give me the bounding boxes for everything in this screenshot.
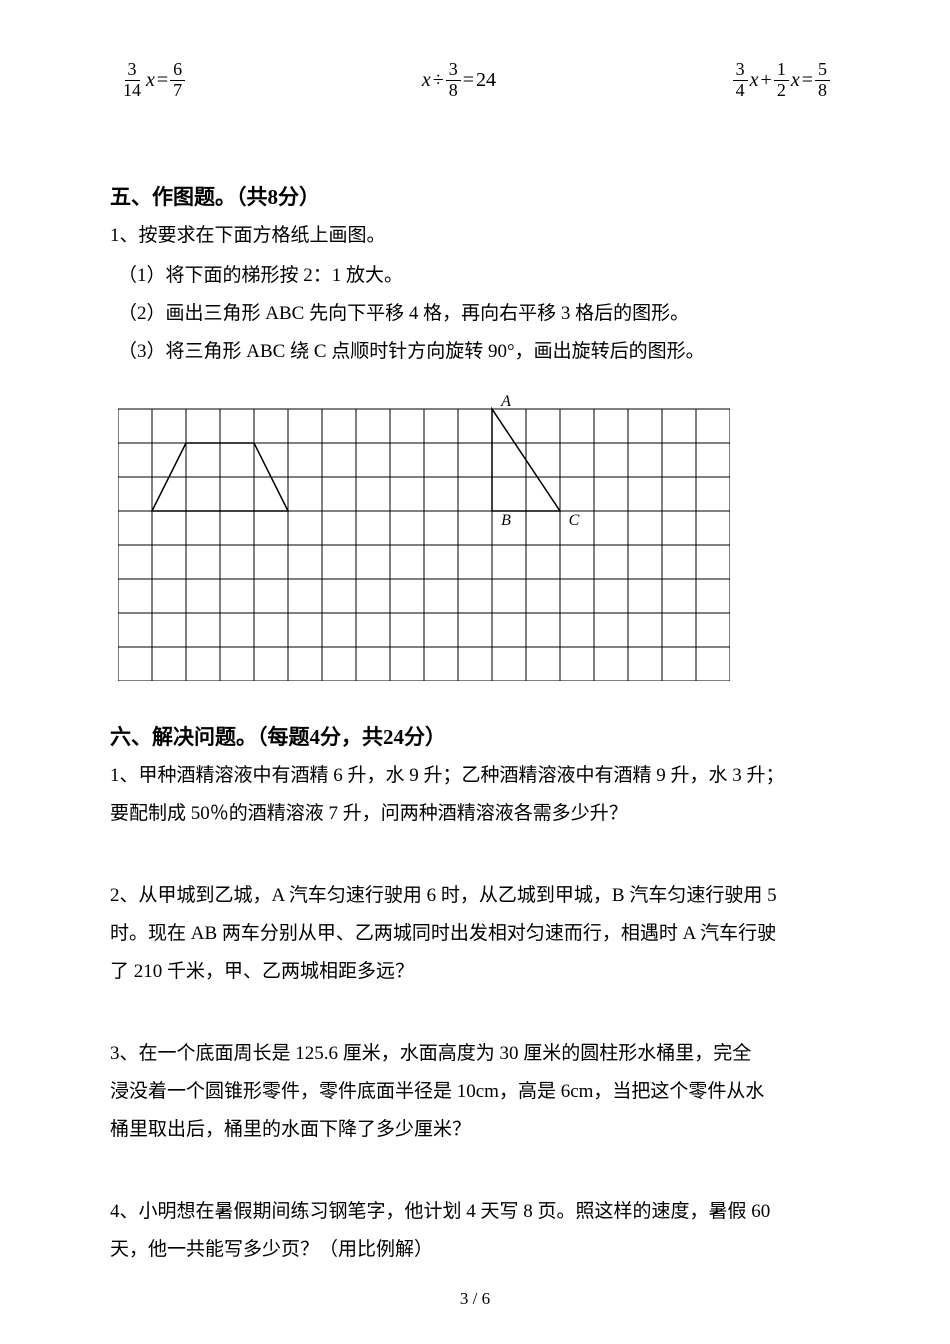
fraction: 3 8 xyxy=(446,60,461,101)
numerator: 3 xyxy=(733,60,748,81)
section6-heading: 六、解决问题。（每题4分，共24分） xyxy=(110,721,840,751)
variable: x xyxy=(146,69,155,92)
problem-text: 天，他一共能写多少页？（用比例解） xyxy=(110,1231,840,1269)
denominator: 8 xyxy=(815,81,830,101)
plus: + xyxy=(761,69,772,92)
grid-svg: A B C xyxy=(118,389,730,681)
section5-item3: （3）将三角形 ABC 绕 C 点顺时针方向旋转 90°，画出旋转后的图形。 xyxy=(110,333,840,371)
fraction: 6 7 xyxy=(170,60,185,101)
numerator: 6 xyxy=(170,60,185,81)
grid-container: A B C xyxy=(118,389,840,681)
denominator: 4 xyxy=(733,81,748,101)
divide: ÷ xyxy=(433,69,444,92)
svg-text:C: C xyxy=(569,512,580,529)
problem-text: 了 210 千米，甲、乙两城相距多远？ xyxy=(110,953,840,991)
equation-2: x ÷ 3 8 = 24 xyxy=(422,60,496,101)
equals: = xyxy=(802,69,813,92)
fraction: 5 8 xyxy=(815,60,830,101)
numerator: 5 xyxy=(815,60,830,81)
problem-text: 时。现在 AB 两车分别从甲、乙两城同时出发相对匀速而行，相遇时 A 汽车行驶 xyxy=(110,915,840,953)
equation-1: 3 14 x = 6 7 xyxy=(120,60,185,101)
problem-2: 2、从甲城到乙城，A 汽车匀速行驶用 6 时，从乙城到甲城，B 汽车匀速行驶用 … xyxy=(110,877,840,991)
variable: x xyxy=(791,69,800,92)
fraction: 3 14 xyxy=(120,60,144,101)
section5-item1: （1）将下面的梯形按 2：1 放大。 xyxy=(110,257,840,295)
problem-text: 4、小明想在暑假期间练习钢笔字，他计划 4 天写 8 页。照这样的速度，暑假 6… xyxy=(110,1193,840,1231)
numerator: 3 xyxy=(446,60,461,81)
denominator: 2 xyxy=(774,81,789,101)
denominator: 7 xyxy=(170,81,185,101)
problem-4: 4、小明想在暑假期间练习钢笔字，他计划 4 天写 8 页。照这样的速度，暑假 6… xyxy=(110,1193,840,1269)
fraction: 1 2 xyxy=(774,60,789,101)
page-number: 3 / 6 xyxy=(0,1289,950,1309)
problem-3: 3、在一个底面周长是 125.6 厘米，水面高度为 30 厘米的圆柱形水桶里，完… xyxy=(110,1035,840,1149)
variable: x xyxy=(750,69,759,92)
fraction: 3 4 xyxy=(733,60,748,101)
problem-text: 要配制成 50％的酒精溶液 7 升，问两种酒精溶液各需多少升？ xyxy=(110,795,840,833)
svg-text:B: B xyxy=(501,512,511,529)
denominator: 8 xyxy=(446,81,461,101)
problem-text: 桶里取出后，桶里的水面下降了多少厘米？ xyxy=(110,1111,840,1149)
numerator: 3 xyxy=(125,60,140,81)
variable: x xyxy=(422,69,431,92)
denominator: 14 xyxy=(120,81,144,101)
section5-heading: 五、作图题。（共8分） xyxy=(110,181,840,211)
problem-1: 1、甲种酒精溶液中有酒精 6 升，水 9 升；乙种酒精溶液中有酒精 9 升，水 … xyxy=(110,757,840,833)
problem-text: 2、从甲城到乙城，A 汽车匀速行驶用 6 时，从乙城到甲城，B 汽车匀速行驶用 … xyxy=(110,877,840,915)
section5-intro: 1、按要求在下面方格纸上画图。 xyxy=(110,217,840,255)
problem-text: 浸没着一个圆锥形零件，零件底面半径是 10cm，高是 6cm，当把这个零件从水 xyxy=(110,1073,840,1111)
equals: = xyxy=(157,69,168,92)
equation-3: 3 4 x + 1 2 x = 5 8 xyxy=(733,60,830,101)
problem-text: 3、在一个底面周长是 125.6 厘米，水面高度为 30 厘米的圆柱形水桶里，完… xyxy=(110,1035,840,1073)
rhs-value: 24 xyxy=(476,69,496,92)
section5-item2: （2）画出三角形 ABC 先向下平移 4 格，再向右平移 3 格后的图形。 xyxy=(110,295,840,333)
equations-row: 3 14 x = 6 7 x ÷ 3 8 = 24 3 4 x + 1 2 x … xyxy=(110,60,840,101)
equals: = xyxy=(463,69,474,92)
numerator: 1 xyxy=(774,60,789,81)
svg-text:A: A xyxy=(500,393,511,410)
problem-text: 1、甲种酒精溶液中有酒精 6 升，水 9 升；乙种酒精溶液中有酒精 9 升，水 … xyxy=(110,757,840,795)
